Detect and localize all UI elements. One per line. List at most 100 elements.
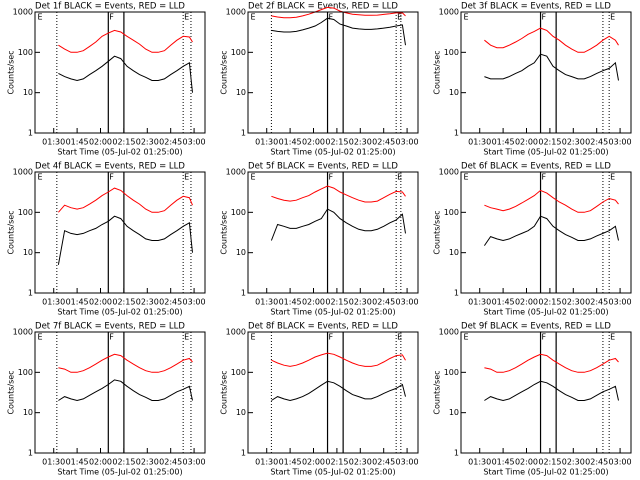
y-axis-label: Counts/sec bbox=[433, 210, 442, 254]
y-tick-label: 1000 bbox=[226, 8, 246, 17]
marker-label: E bbox=[38, 333, 43, 342]
panel: Det 7f BLACK = Events, RED = LLD Counts/s… bbox=[7, 322, 206, 477]
x-tick-label: 02:45 bbox=[585, 298, 608, 307]
x-tick-label: 03:00 bbox=[609, 138, 632, 147]
y-tick-label: 100 bbox=[231, 48, 246, 57]
series-line bbox=[271, 17, 406, 46]
x-tick-label: 03:00 bbox=[396, 298, 419, 307]
marker-label: E bbox=[397, 333, 402, 342]
x-tick-label: 02:15 bbox=[538, 298, 561, 307]
panel: Det 6f BLACK = Events, RED = LLD Counts/s… bbox=[433, 162, 632, 317]
marker-label: F bbox=[542, 173, 547, 182]
marker-label: F bbox=[329, 333, 334, 342]
y-axis-label: Counts/sec bbox=[220, 370, 229, 414]
y-tick-label: 1000 bbox=[13, 328, 33, 337]
y-tick-label: 10 bbox=[449, 88, 459, 97]
panel-title: Det 3f BLACK = Events, RED = LLD bbox=[461, 2, 611, 12]
marker-label: E bbox=[184, 333, 189, 342]
panel-title: Det 4f BLACK = Events, RED = LLD bbox=[35, 162, 185, 172]
marker-label: F bbox=[329, 13, 334, 22]
y-tick-label: 100 bbox=[18, 48, 33, 57]
y-tick-label: 1 bbox=[28, 289, 33, 298]
x-tick-label: 01:30 bbox=[255, 138, 278, 147]
marker-label: E bbox=[610, 333, 615, 342]
marker-label: E bbox=[251, 173, 256, 182]
panel-title: Det 6f BLACK = Events, RED = LLD bbox=[461, 162, 611, 172]
series-line bbox=[57, 215, 193, 265]
y-tick-label: 10 bbox=[236, 408, 246, 417]
plot-frame bbox=[460, 331, 632, 454]
series-line bbox=[271, 185, 406, 203]
series-line bbox=[270, 208, 406, 241]
marker-label: E bbox=[184, 173, 189, 182]
y-tick-label: 100 bbox=[18, 208, 33, 217]
series-line bbox=[58, 29, 193, 53]
y-axis-label: Counts/sec bbox=[7, 50, 16, 94]
x-tick-label: 02:15 bbox=[325, 138, 348, 147]
marker-label: E bbox=[397, 13, 402, 22]
x-tick-label: 03:00 bbox=[183, 458, 206, 467]
x-tick-label: 02:30 bbox=[562, 298, 585, 307]
panel: Det 4f BLACK = Events, RED = LLD Counts/s… bbox=[7, 162, 206, 317]
x-tick-label: 02:45 bbox=[372, 138, 395, 147]
panel-title: Det 7f BLACK = Events, RED = LLD bbox=[35, 322, 185, 332]
y-tick-label: 10 bbox=[236, 88, 246, 97]
x-tick-label: 03:00 bbox=[396, 458, 419, 467]
x-tick-label: 01:30 bbox=[42, 138, 65, 147]
y-tick-label: 1 bbox=[241, 129, 246, 138]
y-tick-label: 100 bbox=[444, 48, 459, 57]
marker-label: E bbox=[38, 173, 43, 182]
x-tick-label: 01:30 bbox=[42, 458, 65, 467]
y-tick-label: 1 bbox=[454, 449, 459, 458]
x-tick-label: 02:30 bbox=[349, 458, 372, 467]
y-tick-label: 10 bbox=[23, 248, 33, 257]
panel-title: Det 1f BLACK = Events, RED = LLD bbox=[35, 2, 185, 12]
marker-label: E bbox=[251, 333, 256, 342]
y-tick-label: 10 bbox=[449, 408, 459, 417]
marker-label: F bbox=[109, 13, 114, 22]
plot-frame bbox=[34, 331, 206, 454]
y-axis-label: Counts/sec bbox=[7, 210, 16, 254]
marker-label: E bbox=[184, 13, 189, 22]
series-line bbox=[484, 53, 619, 81]
y-tick-label: 1000 bbox=[439, 328, 459, 337]
x-axis-label: Start Time (05-Jul-02 01:25:00) bbox=[483, 468, 608, 477]
x-tick-label: 02:45 bbox=[159, 458, 182, 467]
x-tick-label: 02:30 bbox=[562, 138, 585, 147]
y-axis-label: Counts/sec bbox=[433, 50, 442, 94]
series-line bbox=[58, 187, 193, 213]
y-tick-label: 1000 bbox=[226, 328, 246, 337]
x-tick-label: 02:00 bbox=[515, 138, 538, 147]
panel: Det 9f BLACK = Events, RED = LLD Counts/s… bbox=[433, 322, 632, 477]
x-axis-label: Start Time (05-Jul-02 01:25:00) bbox=[483, 308, 608, 317]
plot-frame bbox=[247, 11, 419, 134]
x-axis-label: Start Time (05-Jul-02 01:25:00) bbox=[57, 468, 182, 477]
y-tick-label: 1000 bbox=[439, 168, 459, 177]
x-tick-label: 02:45 bbox=[372, 298, 395, 307]
x-tick-label: 02:30 bbox=[562, 458, 585, 467]
x-tick-label: 02:45 bbox=[159, 298, 182, 307]
y-tick-label: 1000 bbox=[439, 8, 459, 17]
panel: Det 1f BLACK = Events, RED = LLD Counts/s… bbox=[7, 2, 206, 157]
x-tick-label: 01:30 bbox=[468, 458, 491, 467]
x-tick-label: 02:00 bbox=[302, 138, 325, 147]
y-tick-label: 10 bbox=[23, 408, 33, 417]
x-tick-label: 02:15 bbox=[538, 458, 561, 467]
marker-label: E bbox=[251, 13, 256, 22]
x-tick-label: 02:45 bbox=[159, 138, 182, 147]
y-tick-label: 10 bbox=[23, 88, 33, 97]
panel: Det 2f BLACK = Events, RED = LLD Counts/s… bbox=[220, 2, 419, 157]
x-tick-label: 03:00 bbox=[609, 298, 632, 307]
y-tick-label: 1 bbox=[28, 449, 33, 458]
y-axis-label: Counts/sec bbox=[220, 50, 229, 94]
x-tick-label: 01:45 bbox=[66, 138, 89, 147]
y-tick-label: 10 bbox=[236, 248, 246, 257]
x-tick-label: 02:45 bbox=[585, 458, 608, 467]
series-line bbox=[271, 380, 406, 402]
x-tick-label: 01:45 bbox=[492, 138, 515, 147]
x-tick-label: 01:45 bbox=[279, 298, 302, 307]
y-tick-label: 10 bbox=[449, 248, 459, 257]
y-tick-label: 100 bbox=[231, 208, 246, 217]
